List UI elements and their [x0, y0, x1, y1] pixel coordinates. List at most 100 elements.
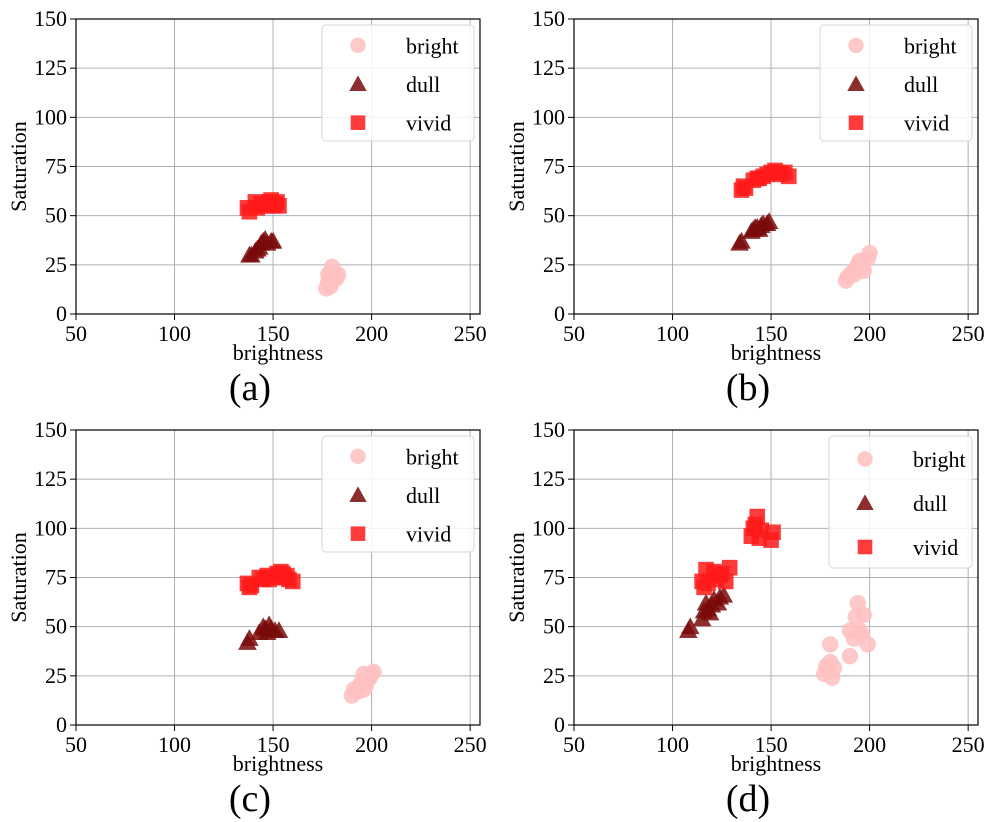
- x-tick-label: 250: [454, 321, 487, 346]
- series-vivid: [694, 508, 781, 596]
- y-tick-label: 0: [56, 301, 67, 326]
- x-tick-label: 100: [656, 732, 689, 757]
- y-tick-label: 75: [543, 565, 565, 590]
- panel-caption: (d): [726, 778, 770, 820]
- legend-label-vivid: vivid: [904, 111, 949, 136]
- point-bright: [825, 659, 843, 677]
- x-axis-label: brightness: [233, 751, 323, 776]
- point-vivid: [717, 573, 734, 590]
- legend: bright dull vivid: [321, 24, 475, 142]
- x-tick-label: 100: [158, 732, 191, 757]
- y-tick-label: 75: [45, 565, 67, 590]
- point-bright: [365, 663, 382, 681]
- point-dull: [759, 212, 779, 230]
- legend-label-dull: dull: [904, 72, 938, 97]
- point-dull: [263, 231, 283, 249]
- legend-label-vivid: vivid: [913, 535, 958, 560]
- series-dull: [730, 212, 779, 251]
- series-dull: [238, 615, 289, 650]
- y-axis-label: Saturation: [504, 532, 529, 622]
- y-tick-label: 50: [543, 614, 565, 639]
- y-tick-label: 100: [34, 515, 67, 540]
- y-tick-label: 75: [543, 154, 565, 179]
- y-axis-label: Saturation: [6, 121, 31, 211]
- legend-label-bright: bright: [913, 447, 966, 472]
- x-tick-label: 250: [952, 732, 985, 757]
- y-tick-label: 100: [34, 104, 67, 129]
- series-bright: [837, 244, 878, 289]
- legend-box: [819, 24, 973, 142]
- y-tick-label: 100: [532, 104, 565, 129]
- point-dull: [714, 585, 734, 603]
- point-dull: [257, 623, 277, 641]
- point-dull: [251, 233, 271, 251]
- x-tick-label: 50: [563, 321, 585, 346]
- series-dull: [240, 229, 283, 263]
- axes-frame: [75, 18, 481, 315]
- point-vivid: [277, 569, 293, 586]
- axes-frame: [573, 429, 979, 726]
- point-bright: [861, 244, 878, 262]
- x-tick-label: 250: [952, 321, 985, 346]
- x-tick-label: 150: [257, 732, 290, 757]
- point-dull: [749, 220, 769, 237]
- legend-marker-dull: [856, 494, 874, 510]
- y-tick-label: 100: [532, 515, 565, 540]
- series-vivid: [733, 162, 797, 198]
- legend-marker-bright: [857, 451, 873, 467]
- x-tick-label: 50: [563, 732, 585, 757]
- point-bright: [845, 266, 863, 283]
- legend-label-bright: bright: [406, 444, 459, 469]
- legend-marker-bright: [350, 37, 366, 54]
- x-tick-label: 200: [853, 321, 886, 346]
- y-tick-label: 150: [532, 6, 565, 31]
- panel-3: 50 100 150 200 250 0 25 50 75 100 125 150 bright dull…: [6, 417, 487, 820]
- legend-marker-dull: [349, 486, 367, 502]
- legend-marker-vivid: [350, 526, 366, 541]
- y-tick-label: 25: [543, 663, 565, 688]
- x-tick-label: 150: [257, 321, 290, 346]
- point-bright: [841, 647, 859, 665]
- y-tick-label: 0: [56, 712, 67, 737]
- panel-1: 50 100 150 200 250 0 25 50 75 100 125 150 bright dull…: [6, 6, 487, 409]
- point-bright: [855, 606, 872, 624]
- y-tick-label: 25: [45, 252, 67, 277]
- panel-caption: (c): [229, 778, 271, 820]
- axes-frame: [573, 18, 979, 315]
- series-vivid: [239, 192, 287, 220]
- legend-label-dull: dull: [913, 491, 947, 516]
- legend-label-bright: bright: [904, 33, 957, 58]
- legend-box: [321, 24, 475, 142]
- legend-label-dull: dull: [406, 483, 440, 508]
- x-tick-label: 250: [454, 732, 487, 757]
- point-dull: [680, 617, 700, 635]
- y-tick-label: 75: [45, 154, 67, 179]
- legend-marker-vivid: [857, 539, 873, 555]
- x-axis-label: brightness: [731, 340, 821, 365]
- series-dull: [679, 585, 734, 639]
- point-bright: [859, 636, 876, 653]
- point-vivid: [781, 168, 797, 185]
- y-tick-label: 150: [34, 417, 67, 442]
- x-tick-label: 200: [355, 732, 388, 757]
- series-bright: [816, 594, 876, 687]
- legend-label-vivid: vivid: [406, 522, 451, 547]
- point-dull: [240, 629, 259, 646]
- x-axis-label: brightness: [233, 340, 323, 365]
- point-bright: [821, 636, 839, 653]
- point-dull: [700, 603, 720, 621]
- y-tick-label: 125: [34, 55, 67, 80]
- y-tick-label: 125: [532, 466, 565, 491]
- x-axis-label: brightness: [731, 751, 821, 776]
- y-tick-label: 125: [532, 55, 565, 80]
- point-dull: [269, 621, 289, 639]
- point-bright: [355, 681, 372, 698]
- legend-marker-dull: [349, 75, 367, 91]
- y-tick-label: 50: [543, 203, 565, 228]
- point-vivid: [749, 508, 766, 525]
- y-tick-label: 25: [543, 252, 565, 277]
- series-vivid: [239, 563, 301, 596]
- x-tick-label: 100: [656, 321, 689, 346]
- series-bright: [318, 258, 347, 297]
